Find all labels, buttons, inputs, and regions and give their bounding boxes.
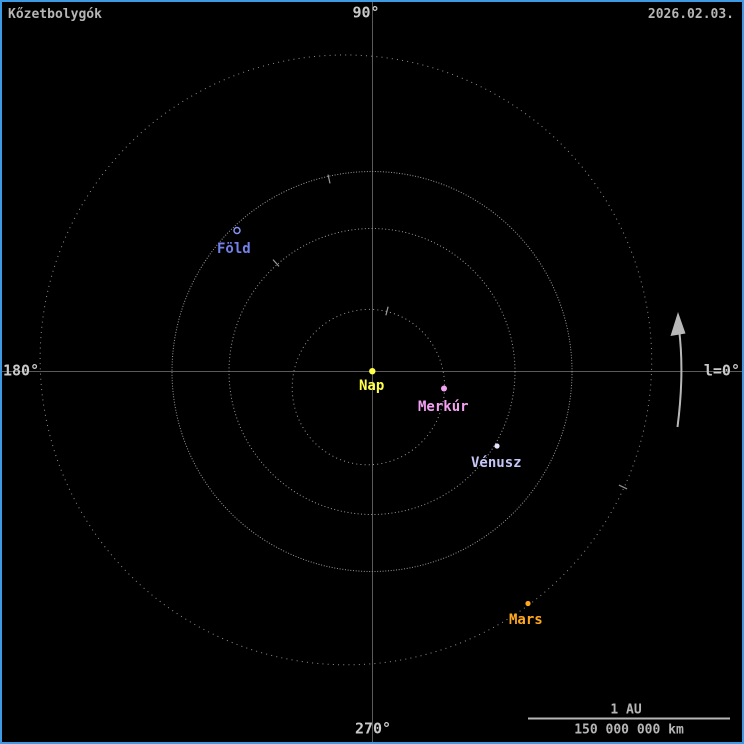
scalebar-au-label: 1 AU bbox=[610, 702, 642, 718]
scalebar-km-label: 150 000 000 km bbox=[574, 722, 684, 738]
axis-label-180: 180° bbox=[3, 361, 40, 380]
body-label-nap: Nap bbox=[359, 378, 385, 394]
axis-label-90: 90° bbox=[352, 3, 380, 22]
body-marker-nap bbox=[369, 368, 376, 375]
perihelion-tick-mars bbox=[618, 484, 628, 490]
orbit-venusz bbox=[228, 228, 516, 515]
perihelion-tick-fold bbox=[327, 174, 331, 184]
perihelion-tick-venusz bbox=[272, 259, 280, 267]
orbit-fold bbox=[171, 171, 573, 572]
body-marker-merkur bbox=[441, 385, 447, 392]
axis-label-l0: l=0° bbox=[703, 361, 740, 380]
orbit-direction-arrow-shaft bbox=[676, 328, 683, 428]
axis-label-270: 270° bbox=[354, 719, 392, 738]
body-marker-fold bbox=[233, 226, 241, 235]
body-label-merkur: Merkúr bbox=[418, 399, 469, 415]
body-label-venusz: Vénusz bbox=[471, 455, 522, 471]
body-label-fold: Föld bbox=[217, 241, 251, 257]
date-label: 2026.02.03. bbox=[647, 7, 734, 22]
page-title: Kőzetbolygók bbox=[8, 7, 102, 22]
body-marker-venusz bbox=[494, 443, 500, 449]
body-label-mars: Mars bbox=[509, 612, 543, 628]
orbit-merkur bbox=[291, 308, 446, 466]
perihelion-tick-merkur bbox=[385, 306, 389, 316]
orbit-direction-arrow-head bbox=[670, 312, 686, 336]
body-marker-mars bbox=[525, 600, 531, 607]
